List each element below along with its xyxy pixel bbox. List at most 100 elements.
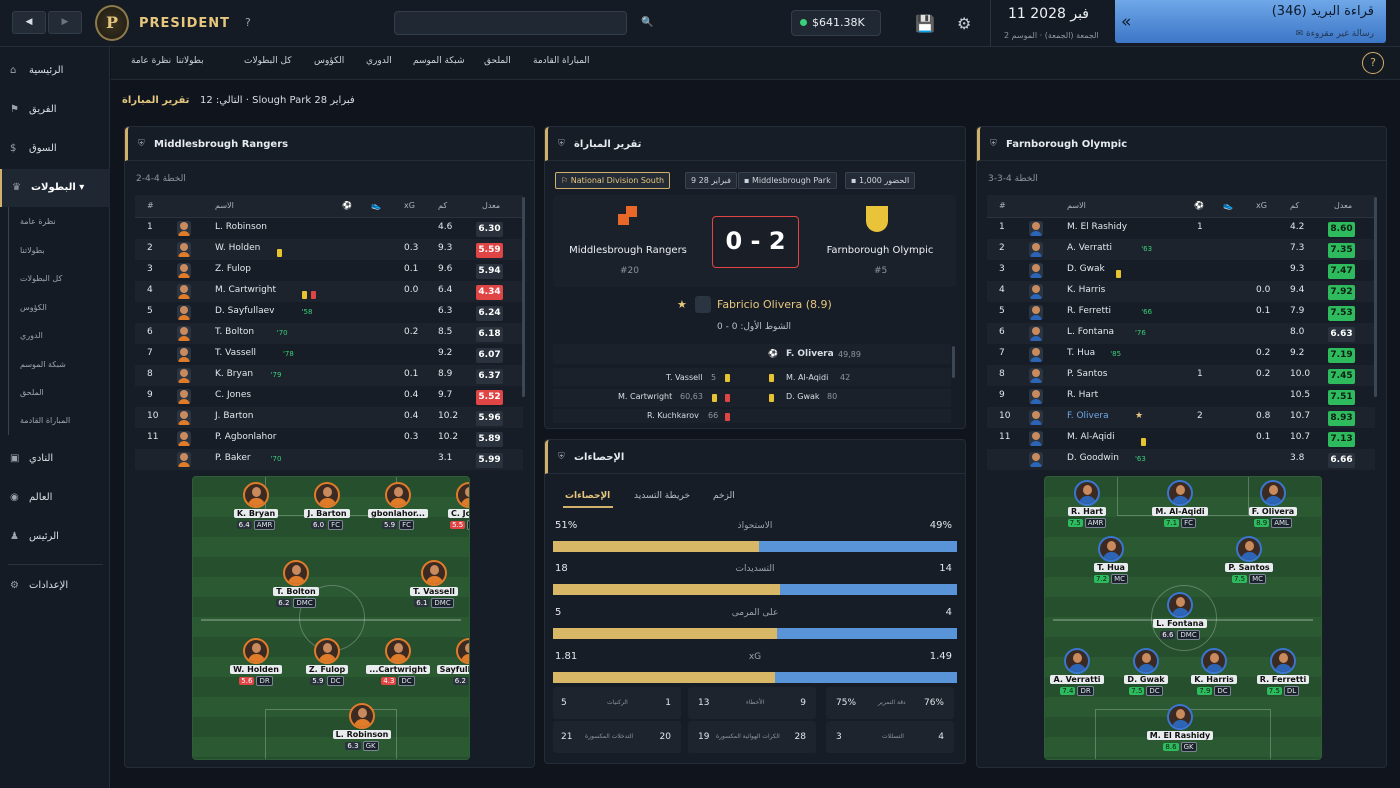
sidebar-item-team[interactable]: ⚑ الفريق <box>0 91 110 129</box>
balance-display[interactable]: $641.38K <box>791 10 881 36</box>
event-away-player[interactable]: D. Gwak <box>786 392 820 401</box>
club-logo[interactable]: P <box>95 5 129 41</box>
player-name[interactable]: P. Agbonlahor <box>215 432 277 442</box>
player-name[interactable]: T. Vassell <box>215 348 257 358</box>
player-name[interactable]: K. Bryan <box>215 369 254 379</box>
table-row[interactable]: 1 M. El Rashidy 1 4.2 8.60 <box>987 218 1375 239</box>
player-name[interactable]: R. Hart <box>1067 390 1099 400</box>
away-crest[interactable] <box>866 206 888 232</box>
col-xg[interactable]: xG <box>1256 201 1267 210</box>
tab-playoffs[interactable]: الملحق <box>484 56 511 66</box>
pitch-player[interactable]: T. Hua 7.2 MC <box>1076 536 1146 584</box>
events-scrollbar[interactable] <box>952 346 955 378</box>
col-km[interactable]: كم <box>438 201 448 210</box>
table-row[interactable]: 5 D. Sayfullaev '58 6.3 6.24 <box>135 302 523 323</box>
tab-overview[interactable]: نظرة عامة <box>131 56 172 66</box>
pitch-player[interactable]: R. Hart 7.5 AMR <box>1052 480 1122 528</box>
player-name[interactable]: P. Baker <box>215 453 251 463</box>
tab-cups[interactable]: الكؤوس <box>314 56 345 66</box>
search-icon[interactable]: 🔍 <box>641 17 654 28</box>
pitch-player[interactable]: K. Harris 7.9 DC <box>1179 648 1249 696</box>
col-rating[interactable]: معدل <box>482 201 501 210</box>
col-xg[interactable]: xG <box>404 201 415 210</box>
table-row[interactable]: 11 M. Al-Aqidi 0.1 10.7 7.13 <box>987 428 1375 449</box>
player-name[interactable]: A. Verratti <box>1067 243 1113 253</box>
player-name[interactable]: F. Olivera <box>1067 411 1109 421</box>
player-name[interactable]: C. Jones <box>215 390 252 400</box>
pitch-player[interactable]: ...Cartwright 4.3 DC <box>363 638 433 686</box>
man-of-the-match[interactable]: Fabricio Olivera (8.9) <box>717 298 832 311</box>
stats-tab-stats[interactable]: الإحصاءات <box>565 491 611 501</box>
col-number[interactable]: # <box>999 201 1006 210</box>
table-row[interactable]: 10 J. Barton 0.4 10.2 5.96 <box>135 407 523 428</box>
pitch-player[interactable]: W. Holden 5.6 DR <box>221 638 291 686</box>
player-name[interactable]: R. Ferretti <box>1067 306 1112 316</box>
table-row[interactable]: 4 K. Harris 0.0 9.4 7.92 <box>987 281 1375 302</box>
forward-button[interactable]: ▶ <box>48 11 82 34</box>
continue-icon[interactable]: « <box>1121 12 1132 32</box>
table-row[interactable]: 10 F. Olivera ★ 2 0.8 10.7 8.93 <box>987 407 1375 428</box>
player-name[interactable]: T. Hua <box>1067 348 1096 358</box>
pitch-player[interactable]: P. Santos 7.5 MC <box>1214 536 1284 584</box>
sidebar-sub-item[interactable]: الدوري <box>20 331 43 340</box>
player-name[interactable]: L. Fontana <box>1067 327 1115 337</box>
player-name[interactable]: P. Santos <box>1067 369 1108 379</box>
col-name[interactable]: الاسم <box>1067 201 1086 210</box>
table-row[interactable]: 3 D. Gwak 9.3 7.47 <box>987 260 1375 281</box>
event-home-player[interactable]: T. Vassell <box>666 373 703 382</box>
home-team-label[interactable]: Middlesbrough Rangers <box>569 245 687 256</box>
player-name[interactable]: J. Barton <box>215 411 254 421</box>
event-home-player[interactable]: M. Cartwright <box>618 392 673 401</box>
tab-next-match[interactable]: المباراة القادمة <box>533 56 590 66</box>
player-name[interactable]: L. Robinson <box>215 222 267 232</box>
sidebar-item-competitions[interactable]: ♛ البطولات ▾ <box>0 169 110 207</box>
player-name[interactable]: D. Gwak <box>1067 264 1105 274</box>
tab-all-competitions[interactable]: كل البطولات <box>244 56 292 66</box>
pitch-player[interactable]: M. El Rashidy 8.6 GK <box>1145 704 1215 752</box>
tab-season-grid[interactable]: شبكة الموسم <box>413 56 465 66</box>
table-row[interactable]: 7 T. Hua '85 0.2 9.2 7.19 <box>987 344 1375 365</box>
pitch-player[interactable]: C. Jones 5.5AML <box>434 482 469 530</box>
col-name[interactable]: الاسم <box>215 201 234 210</box>
competition-tag[interactable]: ⚐ National Division South <box>555 172 671 189</box>
sidebar-sub-item[interactable]: الملحق <box>20 388 44 397</box>
sidebar-item-home[interactable]: ⌂ الرئيسية <box>0 52 110 90</box>
settings-icon[interactable]: ⚙ <box>957 14 972 33</box>
table-scrollbar[interactable] <box>522 197 525 397</box>
table-scrollbar[interactable] <box>1374 197 1377 397</box>
pitch-player[interactable]: R. Ferretti 7.5 DL <box>1248 648 1318 696</box>
pitch-player[interactable]: J. Barton 6.0 FC <box>292 482 362 530</box>
help-button[interactable]: ? <box>1362 52 1384 74</box>
sidebar-sub-item[interactable]: بطولاتنا <box>20 246 45 255</box>
table-row[interactable]: 2 W. Holden 0.3 9.3 5.59 <box>135 239 523 260</box>
pitch-player[interactable]: T. Bolton 6.2 DMC <box>261 560 331 608</box>
col-rating[interactable]: معدل <box>1334 201 1353 210</box>
sidebar-sub-item[interactable]: نظرة عامة <box>20 217 56 226</box>
pitch-player[interactable]: L. Fontana 6.6 DMC <box>1145 592 1215 640</box>
sidebar-sub-item[interactable]: كل البطولات <box>20 274 63 283</box>
back-button[interactable]: ◀ <box>12 11 46 34</box>
pitch-player[interactable]: M. Al-Aqidi 7.1 FC <box>1145 480 1215 528</box>
table-row[interactable]: 9 R. Hart 10.5 7.51 <box>987 386 1375 407</box>
col-number[interactable]: # <box>147 201 154 210</box>
pitch-player[interactable]: D. Gwak 7.5 DC <box>1111 648 1181 696</box>
player-name[interactable]: K. Harris <box>1067 285 1106 295</box>
sidebar-item-president[interactable]: ♟ الرئيس <box>0 518 110 556</box>
player-name[interactable]: Z. Fulop <box>215 264 251 274</box>
sidebar-sub-item[interactable]: شبكة الموسم <box>20 360 66 369</box>
pitch-player[interactable]: gbonlahor... 5.9 FC <box>363 482 433 530</box>
stats-tab-shotmap[interactable]: خريطة التسديد <box>634 491 691 501</box>
sidebar-item-club[interactable]: ▣ النادي <box>0 440 110 478</box>
save-icon[interactable]: 💾 <box>915 14 935 33</box>
sidebar-item-market[interactable]: $ السوق <box>0 130 110 168</box>
player-name[interactable]: M. Al-Aqidi <box>1067 432 1115 442</box>
player-name[interactable]: M. Cartwright <box>215 285 277 295</box>
col-km[interactable]: كم <box>1290 201 1300 210</box>
pitch-player[interactable]: A. Verratti 7.4 DR <box>1045 648 1112 696</box>
player-name[interactable]: D. Goodwin <box>1067 453 1119 463</box>
pitch-player[interactable]: Z. Fulop 5.9 DC <box>292 638 362 686</box>
mail-button[interactable]: قراءة البريد (346) ✉ رسالة غير مقروءة « <box>1115 0 1386 43</box>
player-name[interactable]: T. Bolton <box>215 327 255 337</box>
next-match-link[interactable]: التالي: 12 · Slough Park فبراير 28 <box>200 95 355 106</box>
table-row[interactable]: 6 T. Bolton '70 0.2 8.5 6.18 <box>135 323 523 344</box>
